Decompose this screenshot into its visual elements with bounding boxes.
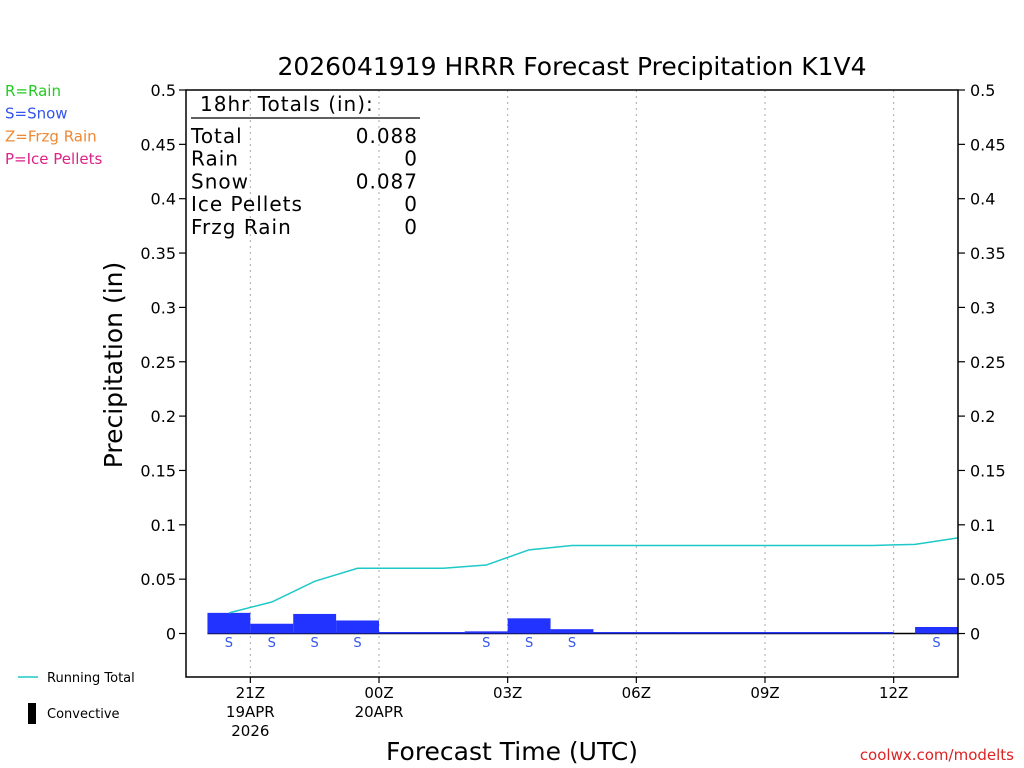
y-tick-label-left: 0.1 xyxy=(151,516,176,535)
y-tick-label-right: 0.2 xyxy=(970,407,995,426)
precip-bar xyxy=(507,618,551,634)
y-tick-label-right: 0.1 xyxy=(970,516,995,535)
y-tick-label-right: 0.15 xyxy=(970,461,1006,480)
running-total-group xyxy=(228,537,959,614)
precip-bar xyxy=(379,632,422,634)
y-tick-label-right: 0.3 xyxy=(970,298,995,317)
ptype-legend-item: S=Snow xyxy=(5,105,68,123)
y-tick-label-right: 0 xyxy=(970,625,980,644)
x-tick-label: 09Z xyxy=(750,684,779,702)
snow-marker: S xyxy=(525,636,533,651)
series-legend-label: Running Total xyxy=(47,671,135,686)
y-tick-label-left: 0.25 xyxy=(140,353,176,372)
precip-bar xyxy=(421,632,465,634)
precip-bar xyxy=(250,623,294,634)
snow-marker: S xyxy=(353,636,361,651)
series-legend-label: Convective xyxy=(47,707,120,722)
precip-bar xyxy=(207,612,251,634)
totals-row-value: 0 xyxy=(404,147,418,171)
y-tick-label-left: 0.2 xyxy=(151,407,176,426)
y-tick-label-right: 0.05 xyxy=(970,570,1006,589)
totals-row-value: 0.088 xyxy=(356,124,418,148)
snow-marker: S xyxy=(482,636,490,651)
y-axes: 0 00.05 0.050.1 0.10.15 0.150.2 0.20.25 0.250.… xyxy=(140,81,1005,644)
snow-marker: S xyxy=(225,636,233,651)
x-tick-label: 2026 xyxy=(231,722,269,740)
totals-row-value: 0 xyxy=(404,192,418,216)
series-legend: Running Total Convective xyxy=(18,671,135,724)
totals-row-label: Rain xyxy=(191,147,239,171)
y-axis-label: Precipitation (in) xyxy=(99,262,128,469)
precip-bar xyxy=(807,632,851,634)
x-tick-label: 03Z xyxy=(493,684,522,702)
gridlines xyxy=(207,90,958,677)
snow-marker: S xyxy=(311,636,319,651)
x-axis-label: Forecast Time (UTC) xyxy=(386,737,638,766)
credit-text: coolwx.com/modelts xyxy=(860,746,1014,764)
totals-heading: 18hr Totals (in): xyxy=(200,92,374,116)
x-tick-label: 19APR xyxy=(226,703,275,721)
y-tick-label-left: 0.4 xyxy=(151,190,176,209)
y-tick-label-left: 0.5 xyxy=(151,81,176,100)
ptype-legend-item: R=Rain xyxy=(5,82,61,100)
legend-bar-swatch xyxy=(28,703,36,724)
precip-bar xyxy=(679,632,723,634)
totals-row-label: Total xyxy=(190,124,243,148)
y-tick-label-left: 0 xyxy=(166,625,176,644)
x-tick-label: 00Z xyxy=(364,684,393,702)
precip-bar xyxy=(850,632,894,634)
running-total-line xyxy=(228,537,959,614)
totals-box: 18hr Totals (in): Total 0.088 Rain 0 Snow 0.08… xyxy=(190,92,420,239)
totals-row-label: Ice Pellets xyxy=(191,192,303,216)
x-tick-label: 21Z xyxy=(236,684,265,702)
precip-bar xyxy=(593,632,637,634)
totals-row-label: Frzg Rain xyxy=(191,215,292,239)
x-tick-label: 20APR xyxy=(355,703,404,721)
precip-bar xyxy=(336,620,379,634)
y-tick-label-left: 0.45 xyxy=(140,135,176,154)
precip-bar xyxy=(722,632,765,634)
y-tick-label-right: 0.35 xyxy=(970,244,1006,263)
totals-row-label: Snow xyxy=(191,169,249,193)
snow-marker: S xyxy=(268,636,276,651)
snow-marker: S xyxy=(932,636,940,651)
totals-row-value: 0.087 xyxy=(356,169,418,193)
y-tick-label-left: 0.35 xyxy=(140,244,176,263)
ptype-legend: R=Rain S=Snow Z=Frzg Rain P=Ice Pellets xyxy=(5,82,102,168)
x-tick-label: 06Z xyxy=(622,684,651,702)
totals-row-value: 0 xyxy=(404,215,418,239)
ptype-legend-item: Z=Frzg Rain xyxy=(5,127,97,145)
ptype-legend-item: P=Ice Pellets xyxy=(5,150,102,168)
precip-bar xyxy=(915,626,958,634)
chart-title: 2026041919 HRRR Forecast Precipitation K… xyxy=(277,52,866,81)
bars-group xyxy=(207,612,958,634)
y-tick-label-left: 0.15 xyxy=(140,461,176,480)
y-tick-label-left: 0.3 xyxy=(151,298,176,317)
y-tick-label-right: 0.4 xyxy=(970,190,995,209)
y-tick-label-right: 0.45 xyxy=(970,135,1006,154)
precip-bar xyxy=(765,632,808,634)
snow-marker: S xyxy=(568,636,576,651)
x-tick-label: 12Z xyxy=(879,684,908,702)
precip-bar xyxy=(636,632,680,634)
y-tick-label-right: 0.5 xyxy=(970,81,995,100)
precip-bar xyxy=(464,631,508,634)
y-tick-label-right: 0.25 xyxy=(970,353,1006,372)
plot-frame xyxy=(185,89,959,678)
precip-bar xyxy=(550,629,594,634)
y-tick-label-left: 0.05 xyxy=(140,570,176,589)
precip-bar xyxy=(293,613,337,634)
